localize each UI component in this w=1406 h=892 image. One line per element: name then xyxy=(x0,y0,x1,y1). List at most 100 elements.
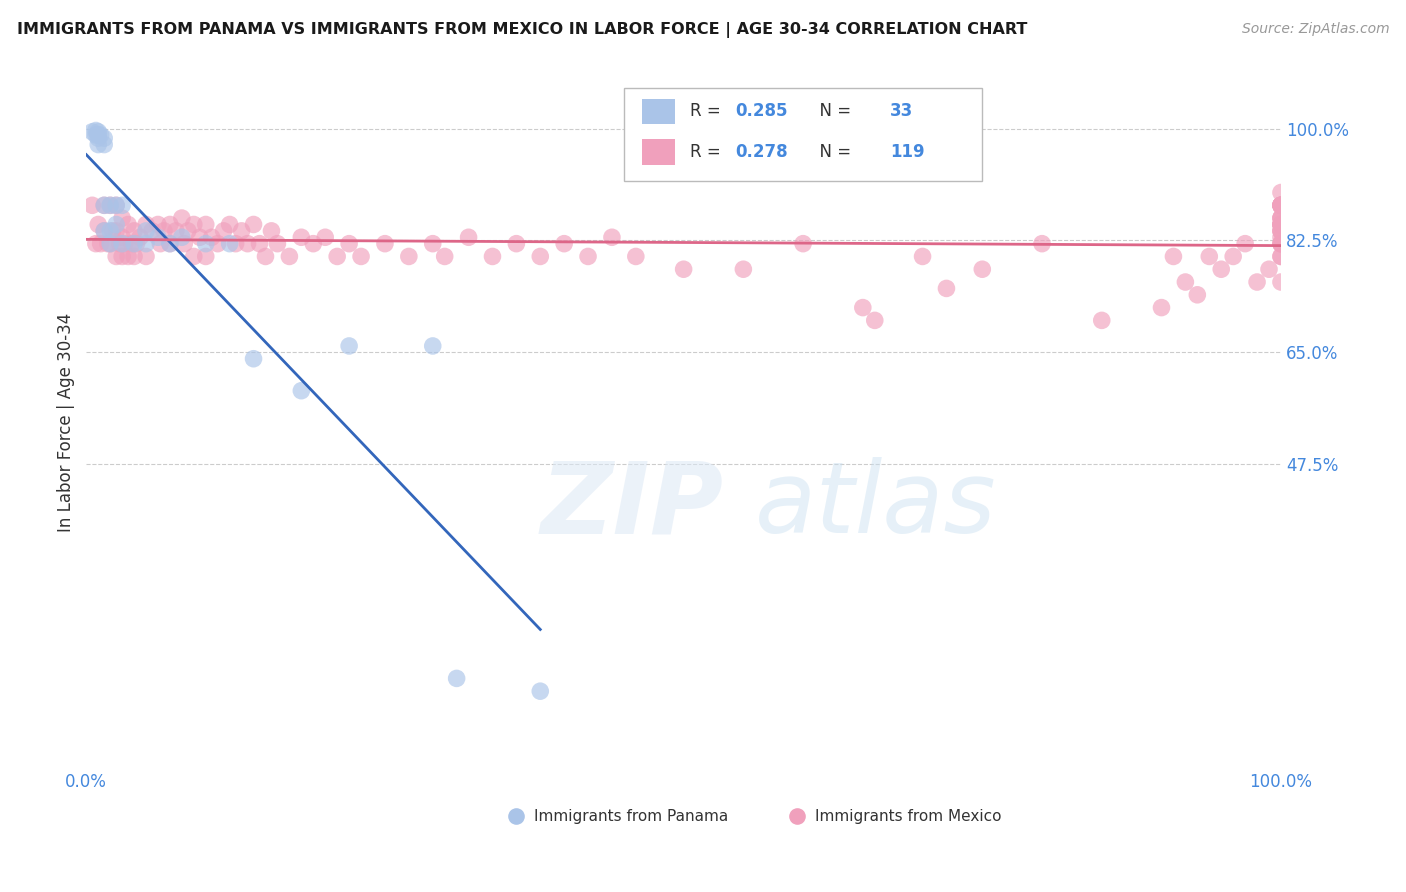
Point xyxy=(105,224,128,238)
Point xyxy=(911,249,934,263)
Point xyxy=(446,672,468,686)
Point xyxy=(165,224,187,238)
Point xyxy=(122,224,145,238)
Point xyxy=(1270,236,1292,251)
Point xyxy=(600,230,623,244)
Text: 33: 33 xyxy=(890,103,914,120)
Point xyxy=(1270,224,1292,238)
Point xyxy=(1270,249,1292,263)
Point xyxy=(201,230,224,244)
Point xyxy=(141,224,163,238)
Point xyxy=(314,230,336,244)
Point xyxy=(93,198,115,212)
Point xyxy=(1270,236,1292,251)
Point xyxy=(183,249,205,263)
Point xyxy=(553,236,575,251)
Point xyxy=(1270,218,1292,232)
Point xyxy=(1270,218,1292,232)
Point xyxy=(1270,218,1292,232)
Point xyxy=(93,224,115,238)
Point xyxy=(125,236,148,251)
Point xyxy=(505,805,527,820)
Point xyxy=(236,236,259,251)
Point xyxy=(218,236,240,251)
Point xyxy=(111,236,134,251)
Point xyxy=(1150,301,1173,315)
Point xyxy=(101,224,124,238)
Point xyxy=(97,236,120,251)
Text: ZIP: ZIP xyxy=(540,457,723,554)
Point xyxy=(135,236,157,251)
Point xyxy=(1270,198,1292,212)
Point xyxy=(935,281,957,295)
Point xyxy=(90,128,112,142)
Point xyxy=(122,249,145,263)
Point xyxy=(98,198,121,212)
Point xyxy=(422,236,444,251)
Point xyxy=(529,249,551,263)
Text: 0.285: 0.285 xyxy=(735,103,787,120)
Text: N =: N = xyxy=(808,143,856,161)
Point xyxy=(1091,313,1114,327)
Point xyxy=(1270,211,1292,225)
Point xyxy=(422,339,444,353)
Point xyxy=(1270,211,1292,225)
Point xyxy=(129,230,152,244)
Point xyxy=(529,684,551,698)
Point xyxy=(111,230,134,244)
Point xyxy=(576,249,599,263)
Text: Immigrants from Panama: Immigrants from Panama xyxy=(534,809,728,823)
Point xyxy=(1270,249,1292,263)
Point xyxy=(852,301,875,315)
Point xyxy=(1270,218,1292,232)
Point xyxy=(1270,224,1292,238)
Point xyxy=(135,249,157,263)
FancyBboxPatch shape xyxy=(624,87,983,181)
Point xyxy=(135,218,157,232)
Point xyxy=(146,230,169,244)
Point xyxy=(1270,230,1292,244)
Point xyxy=(183,218,205,232)
Text: Source: ZipAtlas.com: Source: ZipAtlas.com xyxy=(1241,22,1389,37)
Point xyxy=(98,236,121,251)
Point xyxy=(84,123,107,137)
Point xyxy=(242,351,264,366)
Text: R =: R = xyxy=(689,143,725,161)
Text: 0.278: 0.278 xyxy=(735,143,787,161)
Text: R =: R = xyxy=(689,103,725,120)
Point xyxy=(87,137,110,152)
Point xyxy=(117,218,139,232)
Point xyxy=(1270,198,1292,212)
Point xyxy=(108,236,131,251)
Point xyxy=(242,218,264,232)
Point xyxy=(93,137,115,152)
Point xyxy=(1174,275,1197,289)
Point xyxy=(1234,236,1257,251)
Point xyxy=(254,249,277,263)
Point xyxy=(1270,198,1292,212)
Point xyxy=(122,236,145,251)
Point xyxy=(87,218,110,232)
Point xyxy=(1270,224,1292,238)
Point xyxy=(117,249,139,263)
Point xyxy=(212,224,235,238)
Point xyxy=(1211,262,1233,277)
Text: 119: 119 xyxy=(890,143,925,161)
Point xyxy=(350,249,373,263)
Point xyxy=(159,236,181,251)
Point xyxy=(733,262,755,277)
Point xyxy=(82,198,104,212)
Bar xyxy=(641,139,675,165)
Point xyxy=(194,249,217,263)
Point xyxy=(111,249,134,263)
Point xyxy=(93,131,115,145)
Text: IMMIGRANTS FROM PANAMA VS IMMIGRANTS FROM MEXICO IN LABOR FORCE | AGE 30-34 CORR: IMMIGRANTS FROM PANAMA VS IMMIGRANTS FRO… xyxy=(17,22,1028,38)
Point xyxy=(786,805,808,820)
Point xyxy=(231,224,253,238)
Point xyxy=(1270,186,1292,200)
Point xyxy=(149,236,172,251)
Point xyxy=(266,236,288,251)
Point xyxy=(337,339,360,353)
Y-axis label: In Labor Force | Age 30-34: In Labor Force | Age 30-34 xyxy=(58,313,75,533)
Text: N =: N = xyxy=(808,103,856,120)
